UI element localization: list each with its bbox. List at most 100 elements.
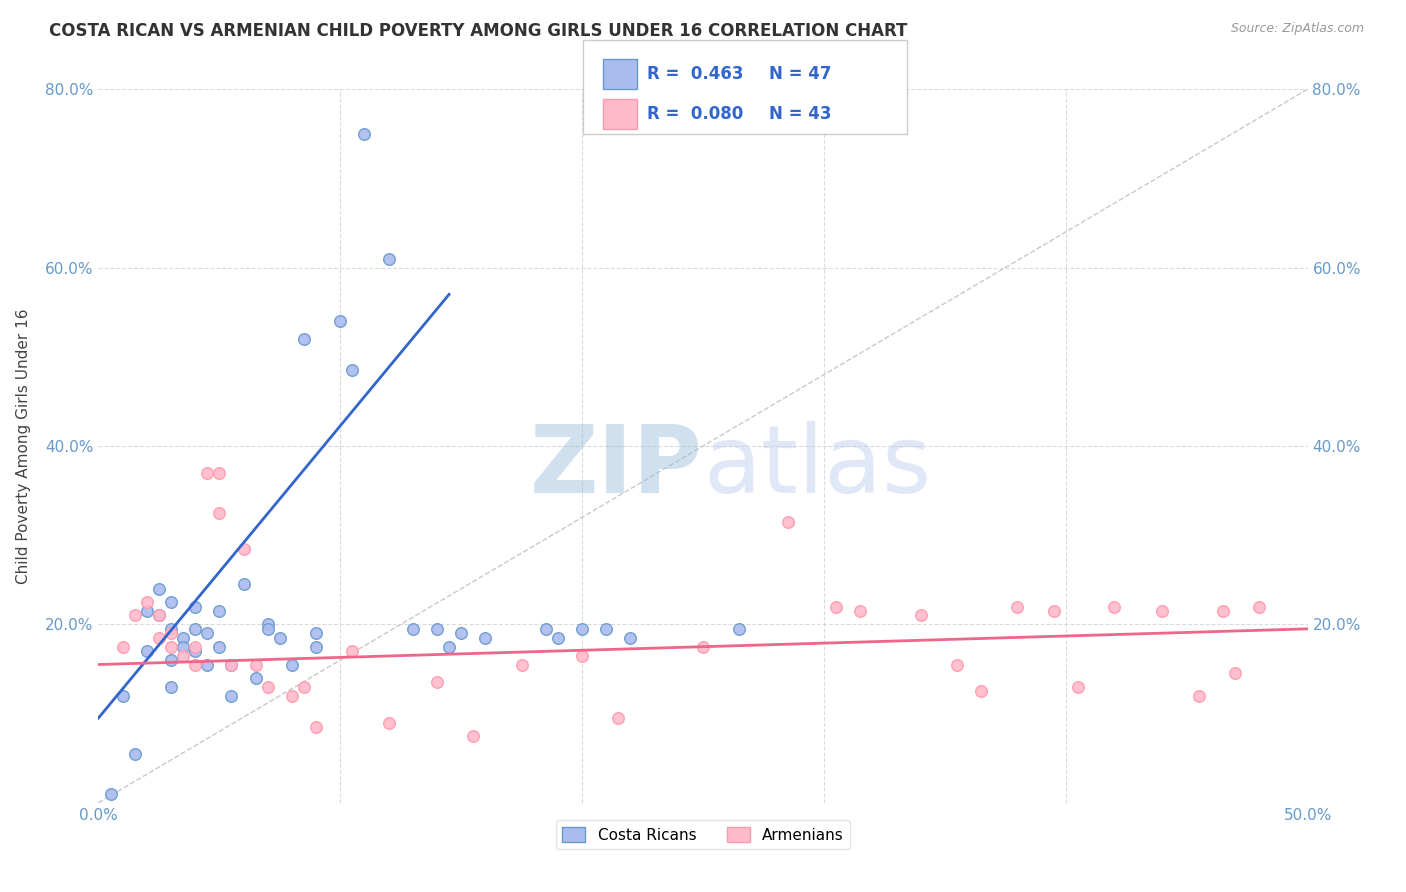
Point [1067,680,1090,694]
Point [256,680,278,694]
Point [245,657,267,672]
Point [221,657,243,672]
Point [1223,666,1246,681]
Text: atlas: atlas [703,421,931,514]
Point [595,622,617,636]
Point [765,73,787,87]
Point [1212,604,1234,618]
Point [437,640,460,654]
Point [534,622,557,636]
Point [776,515,799,529]
Point [195,626,218,640]
Point [160,680,183,694]
Point [124,747,146,761]
Point [1102,599,1125,614]
Point [1042,604,1064,618]
Point [256,622,278,636]
Point [305,640,328,654]
Point [377,715,399,730]
Point [619,631,641,645]
Point [135,644,157,658]
Point [256,617,278,632]
Point [342,644,364,658]
Point [232,541,254,556]
Point [221,689,243,703]
Point [825,599,848,614]
Point [135,595,157,609]
Point [184,657,207,672]
Point [281,689,304,703]
Point [160,622,183,636]
Point [946,657,969,672]
Point [184,622,207,636]
Point [353,127,375,141]
Text: R =  0.463: R = 0.463 [647,65,744,83]
Point [111,640,134,654]
Point [208,466,231,480]
Point [172,631,194,645]
Point [728,622,751,636]
Y-axis label: Child Poverty Among Girls Under 16: Child Poverty Among Girls Under 16 [17,309,31,583]
Text: ZIP: ZIP [530,421,703,514]
Point [245,671,267,685]
Point [148,608,170,623]
Point [305,720,328,734]
Text: N = 47: N = 47 [769,65,831,83]
Point [111,689,134,703]
Point [148,608,170,623]
Point [208,640,231,654]
Point [172,648,194,663]
Point [474,631,496,645]
Point [208,506,231,520]
Point [160,653,183,667]
Legend: Costa Ricans, Armenians: Costa Ricans, Armenians [557,821,849,848]
Point [970,684,993,698]
Point [184,640,207,654]
Text: R =  0.080: R = 0.080 [647,105,742,123]
Point [571,648,593,663]
Point [135,604,157,618]
Point [184,644,207,658]
Point [100,787,122,801]
Point [160,640,183,654]
Point [342,363,364,377]
Point [124,608,146,623]
Point [910,608,932,623]
Point [305,626,328,640]
Text: Source: ZipAtlas.com: Source: ZipAtlas.com [1230,22,1364,36]
Point [1188,689,1211,703]
Point [547,631,569,645]
Point [160,626,183,640]
Point [232,577,254,591]
Point [463,729,485,743]
Point [160,595,183,609]
Point [510,657,533,672]
Point [849,604,872,618]
Point [1249,599,1271,614]
Point [450,626,472,640]
Point [426,622,449,636]
Point [148,582,170,596]
Point [292,680,315,694]
Point [221,657,243,672]
Point [607,711,630,725]
Point [692,640,714,654]
Point [195,466,218,480]
Point [281,657,304,672]
Point [329,314,352,328]
Point [148,631,170,645]
Point [1152,604,1174,618]
Point [377,252,399,266]
Point [208,604,231,618]
Point [292,332,315,346]
Point [195,657,218,672]
Point [172,640,194,654]
Point [1007,599,1029,614]
Point [426,675,449,690]
Text: COSTA RICAN VS ARMENIAN CHILD POVERTY AMONG GIRLS UNDER 16 CORRELATION CHART: COSTA RICAN VS ARMENIAN CHILD POVERTY AM… [49,22,908,40]
Point [184,599,207,614]
Point [402,622,425,636]
Point [269,631,291,645]
Point [571,622,593,636]
Text: N = 43: N = 43 [769,105,831,123]
